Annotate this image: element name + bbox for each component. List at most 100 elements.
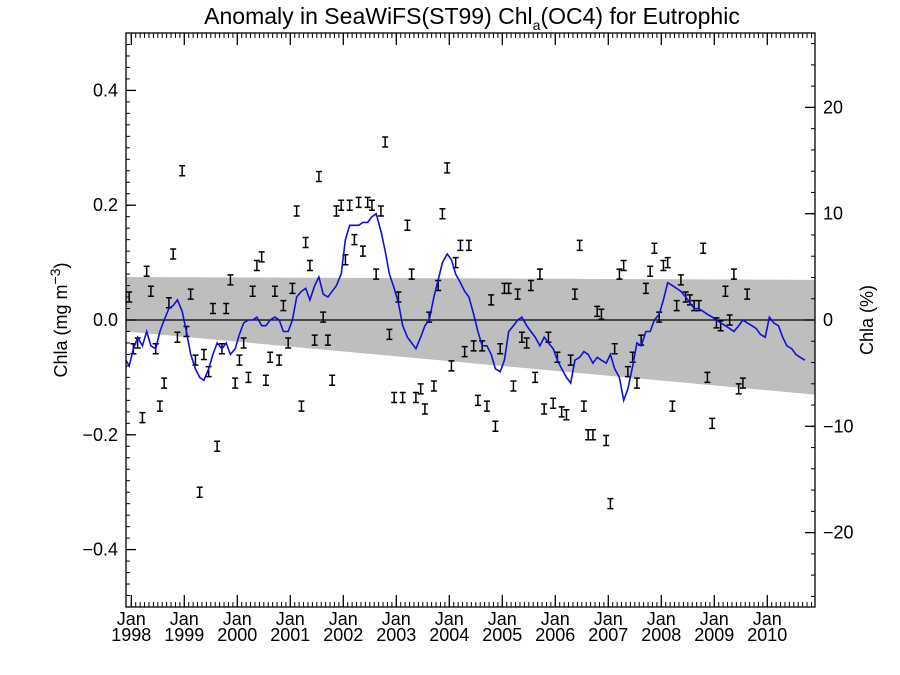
data-point [209,302,216,315]
data-point [346,199,353,211]
data-point [558,406,565,418]
x-tick-month: Jan [223,609,252,629]
data-point [262,374,269,387]
x-tick-month: Jan [382,609,411,629]
data-point [408,268,415,280]
data-point [293,205,300,217]
data-point [647,265,654,277]
data-point [730,268,737,280]
data-point [359,245,366,257]
y2-tick-label: −20 [823,523,854,543]
x-tick-month: Jan [170,609,199,629]
x-tick-month: Jan [594,609,623,629]
data-point [200,348,207,361]
data-point [139,411,146,424]
data-point [722,285,729,298]
data-point [664,256,671,269]
data-point [536,268,543,280]
data-point [585,429,592,441]
data-point [510,380,517,392]
data-point [439,208,446,220]
data-point [276,354,283,366]
data-point [457,239,464,252]
y-tick-label: 0.4 [93,80,118,100]
data-point [324,334,331,346]
data-point [386,328,393,341]
data-point [744,288,751,300]
data-point [285,337,292,349]
data-point [532,371,539,384]
data-point [240,337,247,349]
data-point [709,417,716,430]
data-point [726,314,733,326]
running-mean-layer [125,212,806,404]
data-point [611,342,618,355]
data-point [271,285,278,298]
x-tick-year: 2010 [747,625,787,645]
data-point [704,371,711,384]
x-tick-month: Jan [700,609,729,629]
data-point [527,279,534,292]
y-axis-left-label: Chla (mg m−3) [47,263,71,378]
data-point [306,259,313,272]
data-point [642,282,649,295]
x-tick-year: 2006 [535,625,575,645]
data-point [620,259,627,272]
title-prefix: Anomaly in SeaWiFS(ST99) Chl [204,3,533,29]
data-point [465,239,472,252]
y-tick-label: −0.2 [82,425,118,445]
data-point [399,391,406,404]
x-tick-year: 2008 [641,625,681,645]
chart-title: Anomaly in SeaWiFS(ST99) Chla(OC4) for E… [204,3,740,33]
data-point [302,236,309,249]
data-point [505,282,512,295]
x-tick-month: Jan [541,609,570,629]
data-point [174,331,181,343]
data-point [249,285,256,298]
data-point [514,288,521,300]
data-point [598,308,605,321]
x-tick-year: 2004 [429,625,469,645]
data-point [187,288,194,300]
x-tick-month: Jan [435,609,464,629]
data-point [607,497,614,510]
data-point [660,259,667,272]
data-point [444,162,451,174]
data-point [143,265,150,277]
data-point [677,274,684,286]
data-point [421,403,428,415]
data-point [280,299,287,312]
data-point [404,219,411,232]
axes-layer: 0.40.20.0−0.2−0.420100−10−20Jan1998Jan19… [82,32,854,645]
x-tick-month: Jan [753,609,782,629]
data-point [377,205,384,217]
data-point [589,429,596,441]
data-point [170,248,177,260]
data-point [382,136,389,148]
data-point [673,299,680,312]
x-tick-month: Jan [488,609,517,629]
data-point [338,199,345,211]
data-point [329,374,336,387]
data-point [461,345,468,358]
data-point [267,351,274,364]
x-tick-year: 2000 [217,625,257,645]
data-point [161,377,168,389]
data-point [258,251,265,263]
data-point [320,311,327,323]
y-tick-label: −0.4 [82,540,118,560]
x-tick-month: Jan [647,609,676,629]
data-point [488,294,495,306]
x-tick-year: 2007 [588,625,628,645]
data-point [364,196,371,209]
data-point [448,360,455,372]
data-point [571,288,578,300]
data-point [616,268,623,280]
y2-tick-label: 20 [823,97,843,117]
data-point [391,391,398,404]
data-point [430,380,437,392]
data-point [253,259,260,272]
data-point [232,377,239,389]
data-point [603,434,610,447]
title-subscript: a [533,17,541,33]
